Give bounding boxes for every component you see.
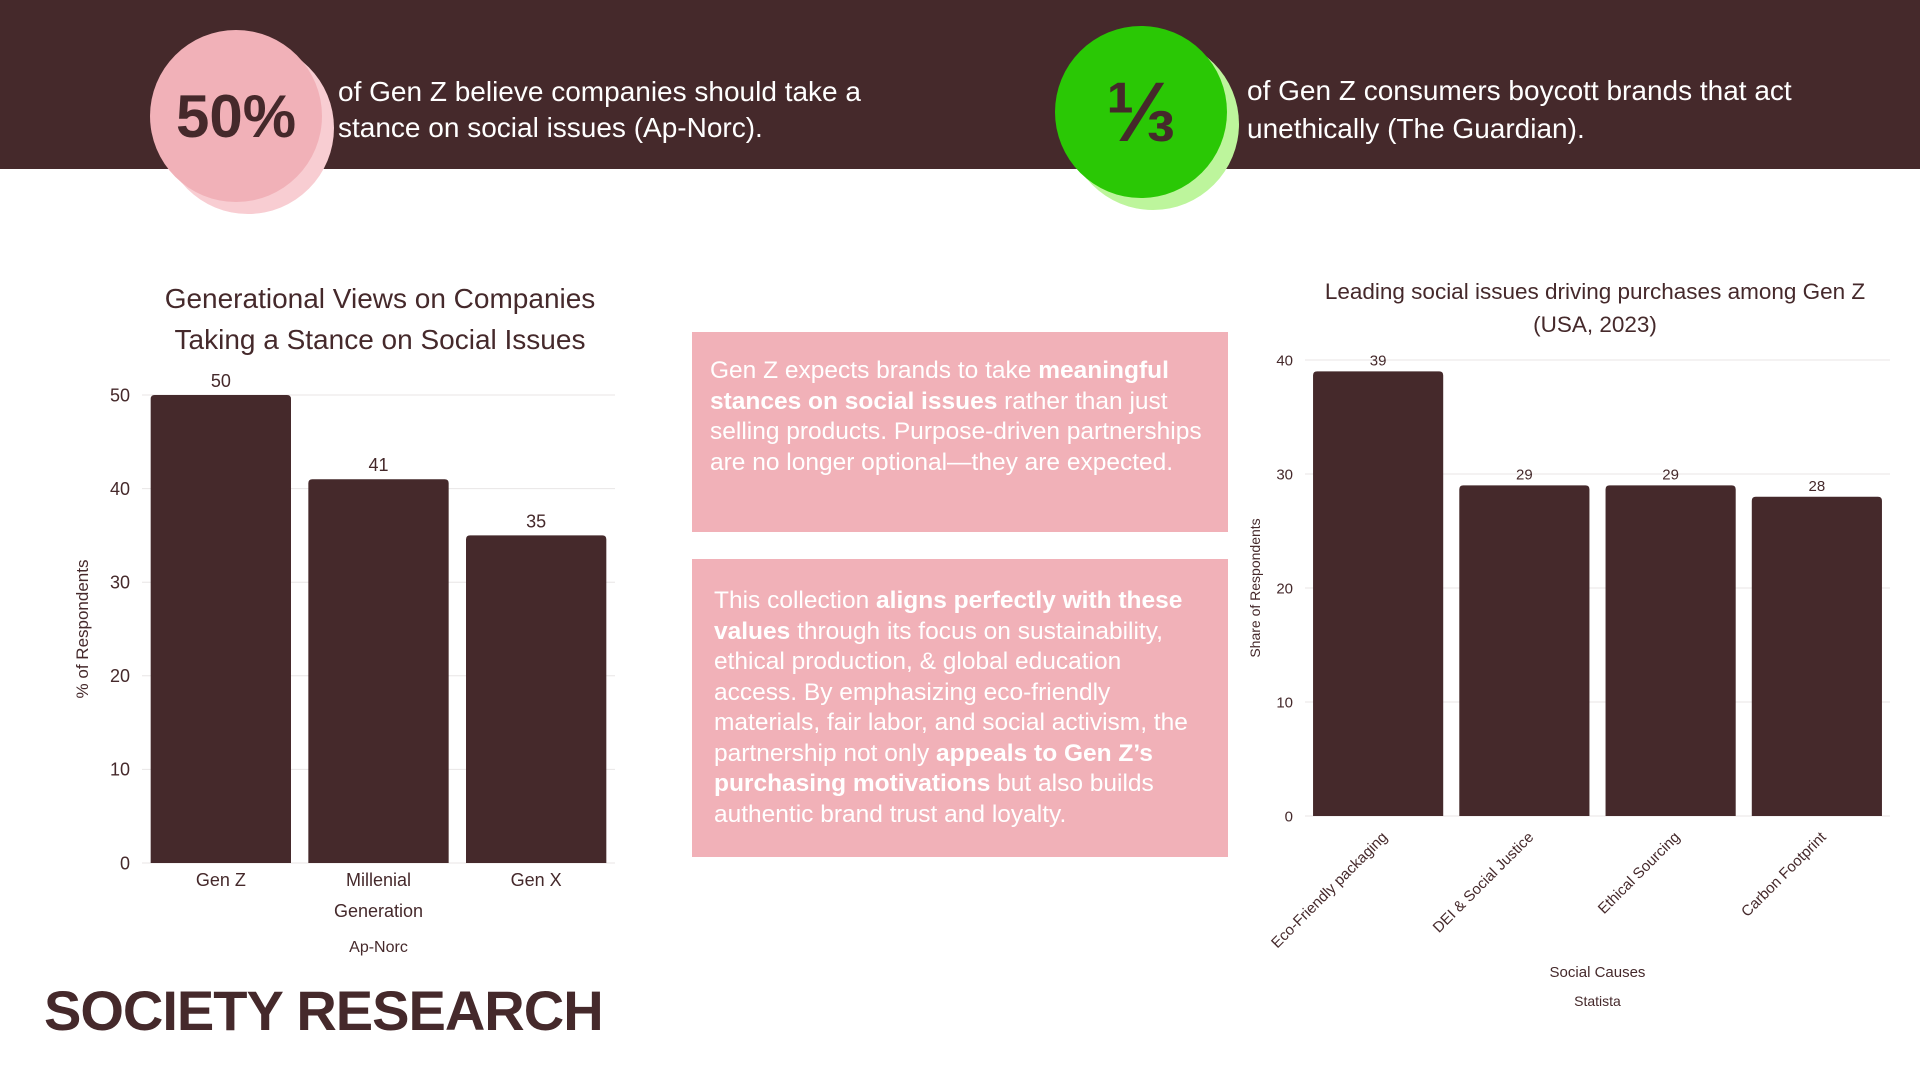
y-tick-label: 0 <box>120 853 130 873</box>
stat-right-circle: ⅓ <box>1055 26 1239 210</box>
info-box-collection-values: This collection aligns perfectly with th… <box>692 559 1228 857</box>
stat-right-text: of Gen Z consumers boycott brands that a… <box>1247 75 1792 144</box>
y-tick-label: 30 <box>1276 466 1293 483</box>
info-box-text-segment: Gen Z expects brands to take <box>710 357 1039 384</box>
left-chart-title-line-1: Generational Views on Companies <box>164 283 596 314</box>
brand-wordmark: SOCIETY RESEARCH <box>44 979 604 1042</box>
info-box-text-segment: This collection <box>714 587 877 614</box>
info-box-text-segment: appeals to Gen Z’s purchasing motivation… <box>714 739 1153 798</box>
y-axis-label: Share of Respondents <box>1247 518 1263 657</box>
left-chart-title: Generational Views on Companies Taking a… <box>110 278 650 360</box>
x-tick-label: Ethical Sourcing <box>1595 829 1684 918</box>
x-tick-label: DEI & Social Justice <box>1430 829 1538 937</box>
info-box-text-segment: meaningful stances on social issues <box>710 357 1169 415</box>
info-box-text-segment: aligns perfectly with these values <box>714 587 1183 645</box>
bar-data-label: 39 <box>1370 352 1387 369</box>
stat-left-circle: 50% <box>150 30 334 214</box>
chart-source: Ap-Norc <box>349 939 408 956</box>
y-tick-label: 0 <box>1285 808 1293 825</box>
right-bar-chart: 0 10 20 30 40 39 Eco-Friendly packaging 29 DEI &… <box>1247 352 1890 1009</box>
bar-data-label: 35 <box>526 511 546 531</box>
right-chart-title: Leading social issues driving purchases … <box>1290 275 1900 341</box>
bar <box>308 479 449 863</box>
y-tick-label: 40 <box>1276 352 1293 369</box>
chart-source: Statista <box>1574 993 1621 1009</box>
x-tick-label: Gen X <box>511 870 562 890</box>
bar-data-label: 29 <box>1662 466 1679 483</box>
bar <box>150 395 291 863</box>
y-tick-label: 20 <box>1276 580 1293 597</box>
x-tick-label: Gen Z <box>196 870 246 890</box>
x-tick-label: Carbon Footprint <box>1738 828 1830 920</box>
bar-data-label: 29 <box>1516 466 1533 483</box>
bar <box>1313 371 1444 816</box>
info-box-expectations: Gen Z expects brands to take meaningful … <box>692 332 1228 532</box>
y-axis-label: % of Respondents <box>73 560 92 699</box>
stat-left-value: 50% <box>150 30 322 202</box>
info-box-text-segment: rather than just selling products. Purpo… <box>710 387 1202 476</box>
bar-data-label: 50 <box>211 371 231 391</box>
x-axis-label: Social Causes <box>1550 964 1646 981</box>
bar <box>1751 496 1882 816</box>
y-tick-label: 10 <box>110 760 130 780</box>
info-box-text-segment: through its focus on sustainability, eth… <box>714 617 1188 767</box>
bar <box>1459 485 1590 816</box>
x-tick-label: Generation <box>334 901 423 921</box>
right-chart-title-line-2: (USA, 2023) <box>1533 312 1657 337</box>
stat-left-text: of Gen Z believe companies should take a… <box>338 76 861 143</box>
left-chart-title-line-2: Taking a Stance on Social Issues <box>174 324 586 355</box>
x-tick-label: Millenial <box>346 870 411 890</box>
x-tick-label: Eco-Friendly packaging <box>1268 829 1391 952</box>
info-box-text-segment: but also builds authentic brand trust an… <box>714 770 1154 828</box>
y-tick-label: 50 <box>110 385 130 405</box>
left-bar-chart: 0 10 20 30 40 50 50 Gen Z 41 Millenial Generation 3… <box>73 371 615 956</box>
bar-data-label: 28 <box>1809 478 1826 495</box>
y-tick-label: 20 <box>110 666 130 686</box>
bar-data-label: 41 <box>368 455 388 475</box>
y-tick-label: 30 <box>110 573 130 593</box>
y-tick-label: 40 <box>110 479 130 499</box>
y-tick-label: 10 <box>1276 694 1293 711</box>
bar <box>1605 485 1736 816</box>
right-chart-title-line-1: Leading social issues driving purchases … <box>1324 279 1866 304</box>
bar <box>466 535 607 863</box>
stat-right-value: ⅓ <box>1055 26 1227 198</box>
